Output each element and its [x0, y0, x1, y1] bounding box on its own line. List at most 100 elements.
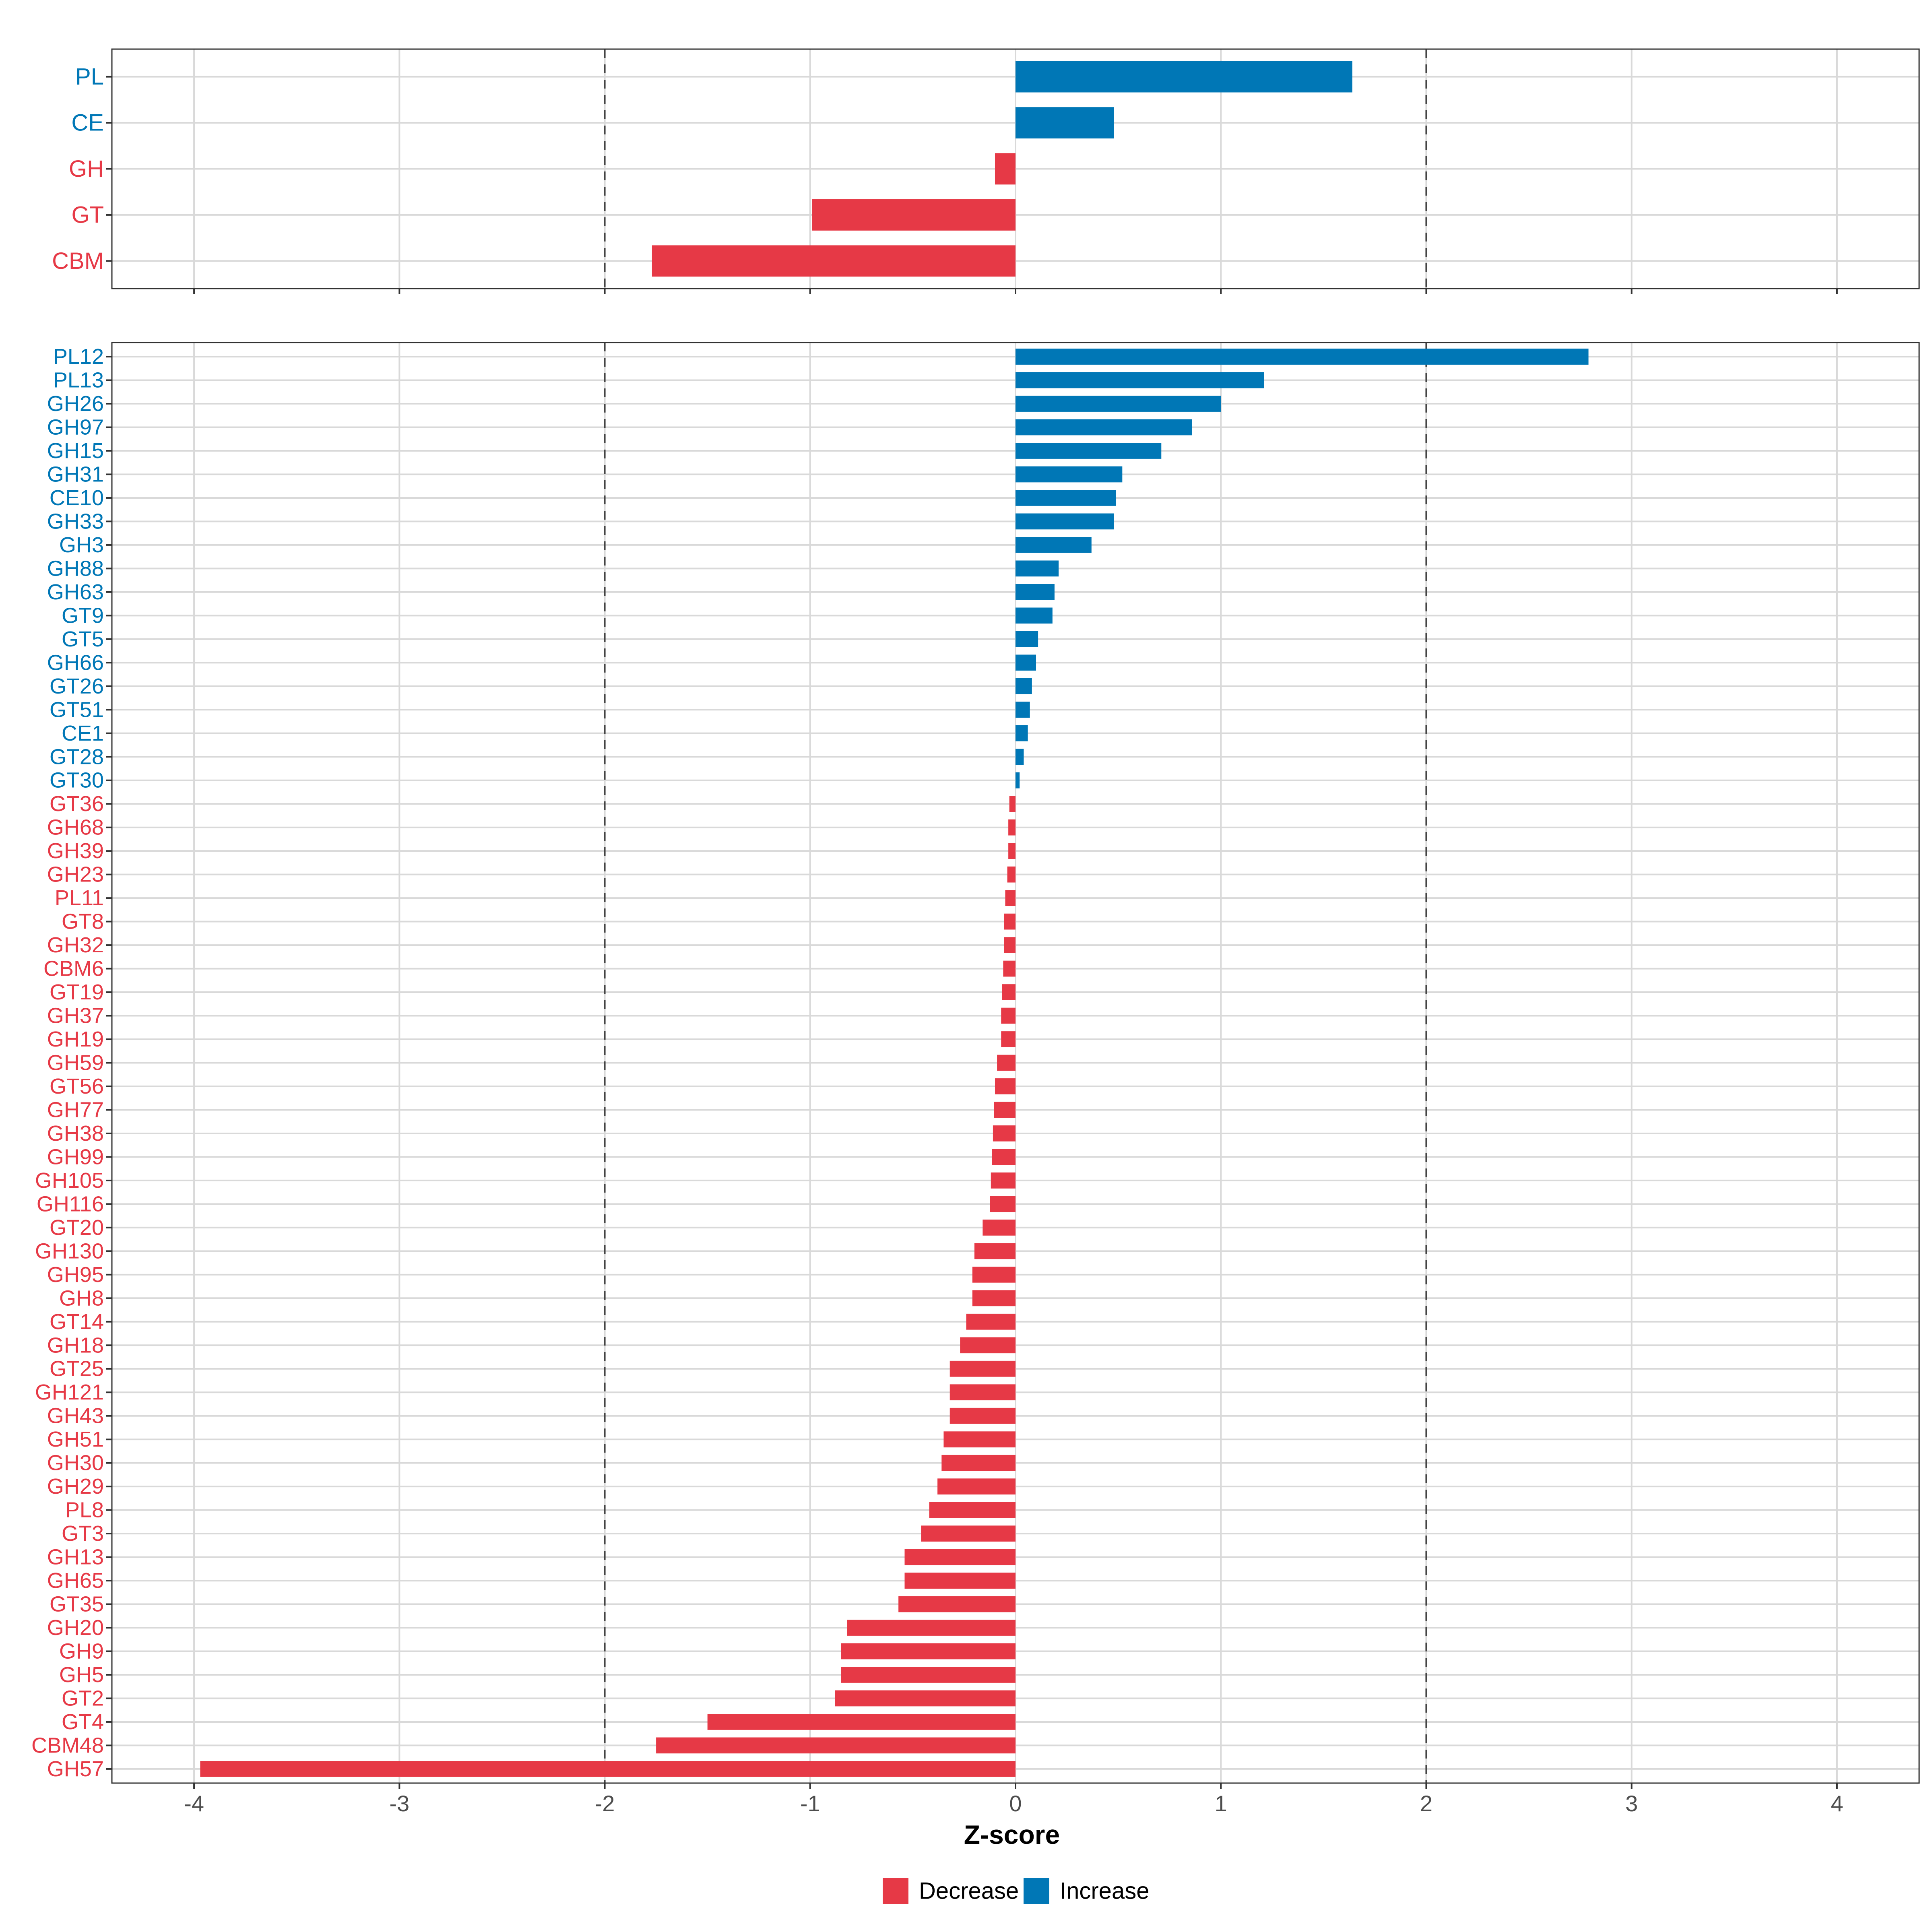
x-tick-label: 2 — [1420, 1791, 1432, 1816]
bar-gh65 — [904, 1573, 1016, 1589]
bar-gh121 — [949, 1384, 1016, 1401]
bar-gt28 — [1016, 749, 1024, 765]
y-label-gh97: GH97 — [47, 415, 104, 440]
bar-gh51 — [943, 1431, 1016, 1448]
bar-gh19 — [1001, 1031, 1016, 1047]
bar-gt — [812, 199, 1016, 231]
bar-gh9 — [841, 1643, 1016, 1660]
y-label-ce: CE — [71, 110, 104, 136]
bar-pl — [1016, 61, 1352, 93]
legend-label-increase: Increase — [1060, 1878, 1149, 1904]
y-label-gh88: GH88 — [47, 556, 104, 580]
bottom-panel: PL12PL13GH26GH97GH15GH31CE10GH33GH3GH88G… — [31, 342, 1920, 1789]
bar-cbm48 — [656, 1737, 1016, 1754]
bar-gt2 — [835, 1690, 1016, 1707]
y-label-pl12: PL12 — [53, 345, 104, 369]
bar-gh63 — [1016, 584, 1055, 600]
y-label-gh31: GH31 — [47, 462, 104, 486]
y-label-gh9: GH9 — [59, 1639, 104, 1664]
y-label-gt30: GT30 — [50, 768, 104, 793]
y-label-gh63: GH63 — [47, 580, 104, 604]
y-label-gh39: GH39 — [47, 839, 104, 863]
bar-gh66 — [1016, 654, 1036, 671]
y-label-gh29: GH29 — [47, 1474, 104, 1499]
y-label-gt: GT — [71, 202, 104, 228]
bar-gh30 — [941, 1455, 1016, 1471]
y-label-gh3: GH3 — [59, 533, 104, 557]
bar-gh8 — [972, 1290, 1016, 1307]
y-label-gt51: GT51 — [50, 698, 104, 722]
y-label-gh33: GH33 — [47, 509, 104, 533]
y-label-gh32: GH32 — [47, 933, 104, 957]
bar-gh43 — [949, 1408, 1016, 1424]
bar-ce10 — [1016, 490, 1117, 506]
bar-gh29 — [937, 1478, 1016, 1495]
bar-gh97 — [1016, 419, 1192, 436]
y-label-cbm48: CBM48 — [31, 1733, 104, 1757]
bar-gh32 — [1004, 937, 1016, 953]
y-label-gt28: GT28 — [50, 745, 104, 769]
y-label-gh: GH — [69, 156, 104, 182]
y-label-gt19: GT19 — [50, 980, 104, 1004]
y-label-gt35: GT35 — [50, 1592, 104, 1616]
bar-gt3 — [921, 1525, 1016, 1542]
y-label-gh77: GH77 — [47, 1098, 104, 1122]
bar-gh39 — [1008, 843, 1016, 859]
bar-gt5 — [1016, 631, 1038, 647]
bar-gh88 — [1016, 560, 1059, 577]
y-label-gh15: GH15 — [47, 439, 104, 463]
bar-gh20 — [847, 1620, 1016, 1636]
bar-gh26 — [1016, 396, 1221, 412]
bar-ce — [1016, 107, 1114, 138]
y-label-gh51: GH51 — [47, 1427, 104, 1451]
bar-gh33 — [1016, 513, 1114, 530]
bar-gh — [995, 153, 1016, 185]
bar-gh5 — [841, 1667, 1016, 1683]
x-tick-label: -1 — [800, 1791, 820, 1816]
bar-gh37 — [1001, 1007, 1016, 1024]
bar-gt51 — [1016, 702, 1030, 718]
y-label-gh66: GH66 — [47, 650, 104, 675]
bar-cbm6 — [1003, 960, 1016, 977]
bar-gh77 — [994, 1102, 1016, 1118]
bar-gh57 — [200, 1761, 1016, 1777]
y-label-gh105: GH105 — [35, 1168, 104, 1193]
bar-pl12 — [1016, 349, 1589, 365]
y-label-gt3: GT3 — [62, 1521, 104, 1546]
y-label-gh65: GH65 — [47, 1569, 104, 1593]
bar-gh130 — [974, 1243, 1016, 1259]
x-axis-title: Z-score — [964, 1820, 1060, 1849]
bar-gt26 — [1016, 678, 1032, 694]
bar-pl13 — [1016, 372, 1264, 388]
x-tick-label: 1 — [1215, 1791, 1227, 1816]
y-label-pl8: PL8 — [65, 1498, 104, 1522]
y-label-gt14: GT14 — [50, 1310, 104, 1334]
y-label-gt5: GT5 — [62, 627, 104, 651]
y-label-gh99: GH99 — [47, 1145, 104, 1169]
bar-gh116 — [990, 1196, 1016, 1212]
bar-gt25 — [949, 1360, 1016, 1377]
panel-border — [111, 342, 1920, 1784]
y-label-gt36: GT36 — [50, 792, 104, 816]
bar-gh15 — [1016, 443, 1162, 459]
y-label-gh23: GH23 — [47, 863, 104, 887]
panel-border — [111, 48, 1920, 289]
y-label-gh59: GH59 — [47, 1051, 104, 1075]
bar-gt9 — [1016, 607, 1053, 624]
x-axis: -4 -3 -2 -1 0 1 2 3 4 — [184, 1791, 1843, 1816]
y-label-gh38: GH38 — [47, 1121, 104, 1146]
x-tick-label: -3 — [389, 1791, 409, 1816]
bar-gh99 — [992, 1149, 1016, 1165]
y-label-pl13: PL13 — [53, 368, 104, 392]
y-label-gt9: GT9 — [62, 603, 104, 627]
y-label-gt25: GT25 — [50, 1357, 104, 1381]
bar-gt14 — [966, 1313, 1016, 1330]
bar-gh105 — [991, 1172, 1016, 1189]
y-label-gh116: GH116 — [37, 1192, 104, 1216]
bar-gt4 — [707, 1714, 1016, 1730]
bar-cbm — [652, 245, 1016, 277]
legend-swatch-increase — [1024, 1878, 1049, 1904]
top-panel: PL CE GH GT CBM — [52, 48, 1920, 294]
y-label-gh30: GH30 — [47, 1451, 104, 1475]
